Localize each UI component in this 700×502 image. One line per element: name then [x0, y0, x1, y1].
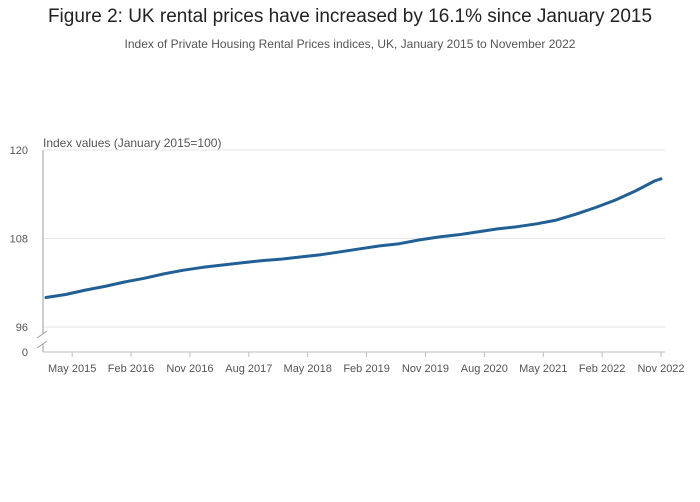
y-tick-label: 0 [22, 347, 28, 359]
gridlines [43, 149, 665, 353]
x-tick-label: Nov 2016 [166, 363, 213, 375]
axis-break-mark [36, 340, 48, 349]
series-layer [44, 177, 663, 299]
chart-subtitle: Index of Private Housing Rental Prices i… [124, 37, 576, 51]
series-line [44, 177, 663, 299]
y-axis-label: Index values (January 2015=100) [43, 136, 221, 150]
x-tick-label: Feb 2022 [579, 363, 625, 375]
x-tick-label: Feb 2019 [343, 363, 389, 375]
x-tick-label: Nov 2019 [402, 363, 449, 375]
x-tick-label: Feb 2016 [108, 363, 154, 375]
axes [36, 150, 662, 357]
y-tick-label: 120 [10, 145, 28, 157]
x-tick-label: May 2021 [519, 363, 567, 375]
x-tick-label: Aug 2020 [461, 363, 508, 375]
x-tick-label: Nov 2022 [637, 363, 684, 375]
x-tick-label: May 2015 [48, 363, 96, 375]
x-tick-label: May 2018 [284, 363, 332, 375]
chart-title: Figure 2: UK rental prices have increase… [47, 6, 653, 27]
x-tick-label: Aug 2017 [225, 363, 272, 375]
y-tick-label: 108 [10, 234, 28, 246]
y-tick-label: 96 [16, 322, 28, 334]
axis-break-mark [36, 330, 48, 339]
tick-labels: 0 96 108 120 May 2015 Feb 2016 Nov 2016 Aug 201… [10, 145, 685, 375]
